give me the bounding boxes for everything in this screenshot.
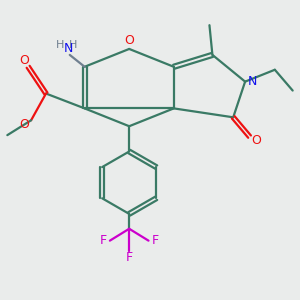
Text: O: O	[251, 134, 261, 147]
Text: F: F	[152, 234, 159, 247]
Text: F: F	[100, 234, 107, 247]
Text: N: N	[64, 42, 73, 56]
Text: F: F	[126, 251, 133, 264]
Text: O: O	[20, 54, 29, 67]
Text: H: H	[69, 40, 77, 50]
Text: O: O	[20, 118, 29, 131]
Text: N: N	[248, 75, 257, 88]
Text: H: H	[56, 40, 64, 50]
Text: O: O	[124, 34, 134, 46]
